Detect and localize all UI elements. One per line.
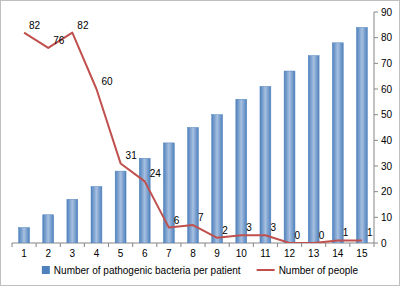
x-tick [374,243,375,247]
x-tick [36,243,37,247]
y-tick [374,12,378,13]
y-tick [374,166,378,167]
bar [212,115,223,243]
bar [91,187,102,243]
bar [19,228,30,243]
legend-item: Number of people [257,265,359,276]
x-tick [277,243,278,247]
x-tick-label: 7 [166,248,172,259]
y-tick-label: 70 [381,58,393,69]
x-tick-label: 10 [236,248,248,259]
x-tick [60,243,61,247]
y-tick [374,217,378,218]
data-label: 0 [295,230,301,241]
y-tick-label: 10 [381,212,393,223]
x-tick [301,243,302,247]
y-tick [374,63,378,64]
x-tick [108,243,109,247]
x-tick-label: 9 [214,248,220,259]
y-tick [374,89,378,90]
data-label: 60 [101,76,113,87]
bar [236,99,247,243]
data-label: 76 [53,35,65,46]
data-labels: 82 76 82 60 31 24 6 7 2 3 3 0 0 1 1 [29,20,373,241]
data-label: 0 [319,230,325,241]
y-tick-label: 30 [381,161,393,172]
bar [67,199,78,243]
x-tick [156,243,157,247]
x-tick-label: 2 [45,248,51,259]
data-label: 82 [77,20,89,31]
bar [115,171,126,243]
bar [357,27,368,243]
legend-label: Number of pathogenic bacteria per patien… [54,265,241,276]
bar [43,215,54,243]
plot-marks [19,27,368,243]
line [24,33,362,243]
chart-border [1,1,400,286]
y-tick-label: 50 [381,109,393,120]
data-label: 82 [29,20,41,31]
x-tick-label: 1 [21,248,27,259]
x-tick-label: 4 [94,248,100,259]
x-tick [349,243,350,247]
bar [284,71,295,243]
chart: 0102030405060708090123456789101112131415… [0,0,400,286]
data-label: 31 [126,150,138,161]
y-tick [374,37,378,38]
y-tick [374,114,378,115]
y-tick-label: 0 [381,238,387,249]
x-tick [205,243,206,247]
x-tick-label: 14 [332,248,344,259]
legend-item: Number of pathogenic bacteria per patien… [42,265,241,276]
data-label: 3 [246,222,252,233]
bar [139,158,150,243]
y-tick-label: 40 [381,135,393,146]
y-tick [374,191,378,192]
x-tick [12,243,13,247]
legend-label: Number of people [279,265,359,276]
x-tick-label: 11 [260,248,271,259]
x-tick [132,243,133,247]
data-label: 7 [198,212,204,223]
x-tick [229,243,230,247]
data-label: 24 [150,168,162,179]
x-tick [253,243,254,247]
y-tick [374,140,378,141]
x-tick-label: 6 [142,248,148,259]
y-axis-line [374,12,375,243]
bar [308,56,319,243]
x-tick-label: 3 [70,248,76,259]
x-tick [180,243,181,247]
x-tick [84,243,85,247]
x-tick-label: 13 [308,248,320,259]
y-tick-label: 90 [381,7,393,18]
legend-swatch [257,269,275,271]
y-tick-label: 60 [381,84,393,95]
legend: Number of pathogenic bacteria per patien… [42,265,359,276]
data-label: 3 [270,222,276,233]
x-tick-label: 15 [356,248,368,259]
x-tick [325,243,326,247]
x-tick-label: 8 [190,248,196,259]
bar [260,86,271,243]
bar [332,43,343,243]
x-tick-label: 12 [284,248,296,259]
y-tick [374,243,378,244]
y-tick-label: 20 [381,186,393,197]
data-label: 2 [222,225,228,236]
data-label: 1 [367,227,373,238]
data-label: 1 [343,227,349,238]
legend-swatch [42,266,50,274]
y-tick-label: 80 [381,32,393,43]
data-label: 6 [174,215,180,226]
x-tick-label: 5 [118,248,124,259]
